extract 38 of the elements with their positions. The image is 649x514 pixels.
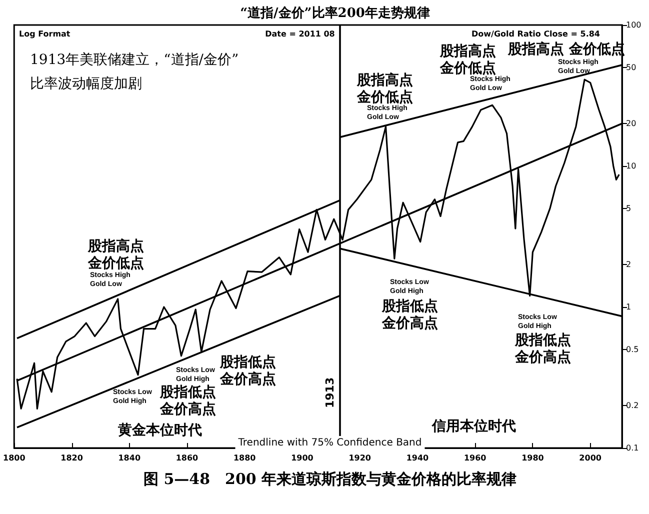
annotation: Date = 2011 08 xyxy=(265,29,336,38)
annotation: 股指高点金价低点 xyxy=(87,238,144,272)
x-tick-label: 1980 xyxy=(522,454,544,462)
caption: 图 5—48 200 年来道琼斯指数与黄金价格的比率规律 xyxy=(143,470,517,488)
y-tick-label: 20 xyxy=(626,119,636,128)
annotation: 1913年美联储建立，“道指/金价” 比率波动幅度加剧 xyxy=(30,52,239,92)
x-tick-label: 1860 xyxy=(176,454,199,462)
y-tick-label: 100 xyxy=(626,20,642,30)
ref-line-label: 1913 xyxy=(324,377,337,408)
x-tick-label: 2000 xyxy=(579,454,602,462)
x-tick-label: 1880 xyxy=(233,454,256,462)
annotation: 股指低点金价高点 xyxy=(381,298,438,332)
y-tick-label: 0.2 xyxy=(626,401,639,410)
y-tick-label: 0.1 xyxy=(626,444,639,452)
annotation: Log Format xyxy=(19,29,70,38)
annotation: 黄金本位时代 xyxy=(117,422,202,438)
annotation: 股指低点金价高点 xyxy=(159,384,216,418)
annotation: 股指高点金价低点 xyxy=(439,42,496,76)
y-tick-label: 2 xyxy=(626,260,632,270)
y-tick-label: 1 xyxy=(626,302,632,312)
annotation: 股指高点金价低点 xyxy=(356,72,413,106)
x-tick-label: 1800 xyxy=(3,454,26,462)
y-tick-label: 0.5 xyxy=(626,344,639,354)
annotation: 信用本位时代 xyxy=(431,418,516,434)
annotation: Dow/Gold Ratio Close = 5.84 xyxy=(472,29,600,38)
annotation: 股指低点金价高点 xyxy=(514,332,571,366)
x-tick-label: 1940 xyxy=(406,454,430,462)
annotation: 股指低点金价高点 xyxy=(219,354,276,388)
y-tick-label: 10 xyxy=(626,162,636,170)
x-tick-label: 1920 xyxy=(348,454,372,462)
chart-title: “道指/金价”比率200年走势规律 xyxy=(240,5,430,21)
annotation: Trendline with 75% Confidence Band xyxy=(237,438,422,448)
x-tick-label: 1960 xyxy=(464,454,487,462)
x-tick-label: 1840 xyxy=(118,454,141,462)
y-tick-label: 5 xyxy=(626,204,632,213)
x-tick-label: 1900 xyxy=(291,454,314,462)
x-tick-label: 1820 xyxy=(60,454,84,462)
y-tick-label: 50 xyxy=(626,62,636,72)
